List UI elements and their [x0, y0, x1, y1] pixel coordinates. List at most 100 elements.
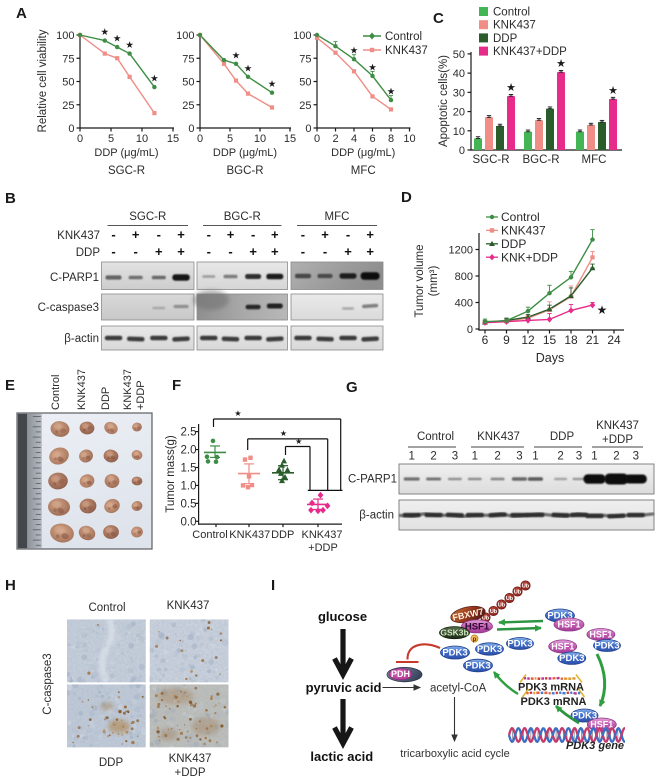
- svg-text:0.5: 0.5: [181, 498, 197, 510]
- svg-text:+: +: [271, 244, 279, 259]
- svg-text:Ub: Ub: [506, 596, 514, 602]
- svg-text:PDK3: PDK3: [477, 644, 502, 655]
- svg-text:DDP: DDP: [501, 237, 526, 251]
- svg-text:0: 0: [68, 123, 74, 135]
- svg-text:Ub: Ub: [522, 584, 530, 590]
- svg-text:Control: Control: [50, 375, 62, 410]
- svg-text:-: -: [301, 227, 305, 242]
- svg-text:A: A: [16, 5, 27, 22]
- svg-text:glucose: glucose: [318, 609, 367, 624]
- svg-text:0: 0: [188, 123, 194, 135]
- svg-text:(mm³): (mm³): [428, 266, 440, 297]
- svg-text:+: +: [155, 244, 163, 259]
- svg-text:-: -: [207, 227, 211, 242]
- svg-text:1: 1: [532, 451, 538, 463]
- svg-text:+: +: [366, 227, 374, 242]
- svg-text:PDK3: PDK3: [559, 653, 584, 664]
- svg-text:-: -: [111, 244, 115, 259]
- svg-text:+: +: [177, 244, 185, 259]
- svg-text:Days: Days: [536, 351, 564, 365]
- svg-text:100: 100: [56, 30, 74, 42]
- svg-text:PDK3: PDK3: [594, 641, 619, 652]
- svg-text:BGC-R: BGC-R: [226, 165, 263, 177]
- svg-text:+DDP: +DDP: [135, 380, 147, 410]
- svg-text:DDP: DDP: [100, 387, 112, 410]
- svg-text:SGC-R: SGC-R: [472, 154, 509, 166]
- svg-text:p: p: [473, 637, 477, 643]
- svg-text:5: 5: [227, 133, 233, 145]
- svg-text:DDP: DDP: [550, 431, 575, 443]
- svg-text:GSK3b: GSK3b: [440, 628, 468, 638]
- svg-text:15: 15: [543, 333, 557, 347]
- svg-text:9: 9: [503, 333, 510, 347]
- svg-text:10: 10: [453, 126, 465, 138]
- svg-text:★: ★: [295, 437, 302, 446]
- svg-text:acetyl-CoA: acetyl-CoA: [430, 683, 487, 695]
- svg-text:KNK437: KNK437: [302, 529, 343, 541]
- svg-text:1.5: 1.5: [181, 462, 197, 474]
- svg-text:+: +: [344, 244, 352, 259]
- svg-text:★: ★: [234, 409, 241, 418]
- svg-text:12: 12: [521, 333, 535, 347]
- svg-text:+: +: [249, 244, 257, 259]
- svg-text:21: 21: [586, 333, 600, 347]
- svg-text:G: G: [346, 379, 358, 396]
- svg-text:1: 1: [591, 451, 597, 463]
- svg-text:DDP: DDP: [493, 33, 518, 45]
- svg-text:+DDP: +DDP: [308, 542, 338, 554]
- svg-text:H: H: [5, 577, 16, 594]
- svg-text:-: -: [228, 244, 232, 259]
- svg-text:2: 2: [613, 451, 619, 463]
- svg-text:C-caspase3: C-caspase3: [38, 302, 99, 314]
- svg-text:★: ★: [113, 34, 122, 45]
- svg-text:75: 75: [299, 53, 311, 65]
- svg-text:DDP (μg/mL): DDP (μg/mL): [94, 147, 158, 159]
- svg-text:DDP (μg/mL): DDP (μg/mL): [331, 147, 395, 159]
- svg-text:PDH: PDH: [391, 669, 410, 679]
- svg-text:40: 40: [453, 68, 465, 80]
- svg-text:I: I: [271, 577, 275, 594]
- svg-text:KNK437: KNK437: [493, 20, 536, 32]
- svg-text:2: 2: [430, 451, 436, 463]
- svg-text:25: 25: [62, 100, 74, 112]
- svg-text:18: 18: [564, 333, 578, 347]
- svg-text:★: ★: [506, 82, 516, 94]
- svg-text:KNK437: KNK437: [477, 431, 520, 443]
- svg-text:DDP: DDP: [99, 757, 124, 769]
- svg-text:6: 6: [482, 333, 489, 347]
- svg-text:3: 3: [633, 451, 639, 463]
- svg-text:★: ★: [368, 62, 377, 73]
- svg-text:DDP: DDP: [76, 247, 101, 259]
- svg-text:Ub: Ub: [482, 616, 490, 622]
- svg-text:-: -: [207, 244, 211, 259]
- svg-text:★: ★: [608, 85, 618, 97]
- svg-text:Control: Control: [493, 7, 530, 19]
- svg-text:50: 50: [62, 77, 74, 89]
- svg-text:tricarboxylic acid cycle: tricarboxylic acid cycle: [400, 748, 509, 760]
- svg-text:KNK437: KNK437: [385, 45, 428, 57]
- svg-text:HSF1: HSF1: [590, 720, 613, 730]
- svg-text:★: ★: [556, 58, 566, 70]
- svg-text:50: 50: [299, 77, 311, 89]
- svg-text:20: 20: [453, 107, 465, 119]
- svg-text:10: 10: [254, 133, 266, 145]
- svg-text:β-actin: β-actin: [64, 333, 99, 345]
- svg-text:PDK3 mRNA: PDK3 mRNA: [518, 682, 584, 694]
- svg-text:★: ★: [101, 27, 110, 38]
- svg-text:D: D: [401, 189, 412, 206]
- svg-text:HSF1: HSF1: [557, 620, 580, 630]
- svg-text:8: 8: [388, 133, 394, 145]
- svg-text:3: 3: [516, 451, 522, 463]
- svg-text:KNK437: KNK437: [596, 420, 639, 432]
- svg-text:PDK3: PDK3: [547, 611, 572, 622]
- svg-text:0: 0: [77, 133, 83, 145]
- svg-text:★: ★: [268, 79, 277, 90]
- svg-text:C-PARP1: C-PARP1: [348, 474, 397, 486]
- svg-text:-: -: [346, 227, 350, 242]
- svg-text:KNK437: KNK437: [169, 753, 212, 765]
- svg-text:+: +: [132, 227, 140, 242]
- svg-text:★: ★: [150, 74, 159, 85]
- svg-text:Control: Control: [501, 210, 540, 224]
- svg-text:400: 400: [455, 298, 473, 310]
- svg-text:3: 3: [452, 451, 458, 463]
